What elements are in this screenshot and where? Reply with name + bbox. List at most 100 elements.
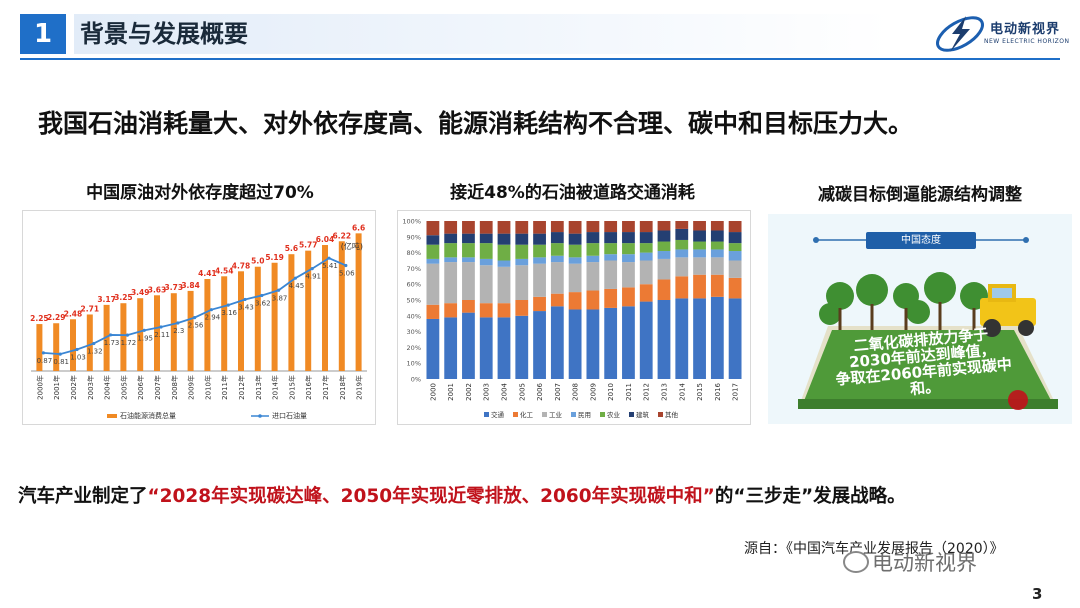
- bar-oil-consumption: [221, 276, 228, 371]
- legend-swatch: [600, 412, 605, 417]
- x-tick-label: 2015: [696, 383, 704, 401]
- x-tick-label: 2010年: [203, 375, 212, 400]
- carbon-target-picture: [798, 232, 1058, 410]
- x-tick-label: 2004: [501, 382, 509, 400]
- stacked-bar-segment: [497, 233, 511, 245]
- stacked-bar-segment: [462, 221, 475, 234]
- bar-data-label: 4.41: [198, 269, 217, 278]
- stacked-bar-segment: [515, 221, 529, 234]
- stacked-bar-segment: [728, 243, 742, 252]
- stacked-bar-segment: [728, 277, 742, 299]
- x-tick-label: 2000年: [35, 375, 44, 400]
- y-tick-label: 90%: [407, 233, 421, 241]
- line-point: [125, 333, 129, 337]
- strategy-part3: 的“三步走”发展战略。: [714, 486, 906, 507]
- line-data-label: 2.3: [173, 327, 184, 335]
- y-tick-label: 0%: [411, 376, 421, 384]
- legend-swatch: [484, 412, 489, 417]
- stacked-bar-segment: [675, 221, 689, 229]
- stacked-bar-segment: [675, 228, 689, 240]
- legend-label: 工业: [549, 410, 563, 419]
- stacked-bar-segment: [479, 243, 493, 259]
- stacked-bar-segment: [693, 230, 706, 242]
- bar-data-label: 2.25: [30, 314, 49, 323]
- x-tick-label: 2012年: [237, 375, 246, 400]
- stacked-bar-segment: [497, 221, 511, 234]
- line-data-label: 3.62: [255, 299, 271, 307]
- stacked-bar-segment: [604, 232, 618, 244]
- stacked-bar-segment: [515, 265, 529, 300]
- stacked-bar-segment: [710, 241, 724, 250]
- stacked-bar-segment: [550, 255, 564, 263]
- x-tick-label: 2011: [625, 383, 633, 401]
- stacked-bar-segment: [639, 252, 653, 261]
- stacked-bar-segment: [515, 258, 529, 266]
- stacked-bar-segment: [462, 262, 475, 300]
- stacked-bar-segment: [622, 306, 635, 379]
- stacked-bar-segment: [444, 257, 458, 263]
- y-tick-label: 10%: [407, 360, 421, 368]
- strategy-statement: 汽车产业制定了“2028年实现碳达峰、2050年实现近零排放、2060年实现碳中…: [18, 482, 1078, 508]
- stacked-bar-segment: [533, 311, 546, 379]
- stacked-bar-segment: [444, 233, 458, 244]
- bar-oil-consumption: [271, 262, 278, 371]
- x-tick-label: 2010: [607, 383, 615, 401]
- stacked-bar-segment: [622, 221, 635, 233]
- x-tick-label: 2001年: [52, 375, 61, 400]
- legend-label-import: 进口石油量: [272, 411, 307, 420]
- stacked-bar-segment: [533, 263, 546, 297]
- line-data-label: 3.16: [221, 309, 237, 317]
- panel1-title: 中国原油对外依存度超过70%: [86, 183, 314, 203]
- stacked-bar-segment: [675, 257, 689, 277]
- x-tick-label: 2014: [678, 382, 686, 400]
- stacked-bar-segment: [515, 315, 529, 379]
- stacked-bar-segment: [550, 306, 564, 379]
- logo-text: 电动新视界: [990, 22, 1061, 37]
- stacked-bar-segment: [728, 251, 742, 261]
- stacked-bar-segment: [426, 235, 440, 245]
- x-tick-label: 2006: [536, 382, 544, 400]
- x-tick-label: 2016年: [304, 375, 313, 400]
- stacked-bar-segment: [426, 244, 440, 259]
- x-tick-label: 2015年: [287, 375, 296, 400]
- stacked-bar-segment: [693, 274, 706, 299]
- x-tick-label: 2000: [429, 383, 437, 401]
- stacked-bar-segment: [710, 230, 724, 242]
- bar-data-label: 5.77: [299, 241, 318, 250]
- stacked-bar-segment: [657, 300, 671, 379]
- bar-data-label: 5.19: [265, 253, 284, 262]
- stacked-bar-segment: [586, 243, 600, 256]
- line-data-label: 1.72: [121, 339, 137, 347]
- line-data-label: 1.03: [70, 354, 86, 362]
- x-tick-label: 2004年: [103, 375, 112, 400]
- china-attitude-banner: 中国态度: [901, 235, 941, 246]
- x-tick-label: 2013年: [254, 375, 263, 400]
- line-point: [142, 328, 146, 332]
- line-point: [344, 263, 348, 268]
- section-number: 1: [20, 14, 66, 54]
- stacked-bar-segment: [693, 221, 706, 231]
- stacked-bar-segment: [497, 317, 511, 379]
- x-tick-label: 2017: [732, 383, 740, 401]
- y-tick-label: 20%: [407, 344, 421, 352]
- bar-data-label: 6.6: [352, 223, 365, 232]
- bar-oil-consumption: [254, 266, 261, 371]
- line-point: [327, 256, 331, 260]
- stacked-bar-segment: [622, 254, 635, 263]
- stacked-bar-segment: [604, 260, 618, 289]
- stacked-bar-segment: [693, 241, 706, 250]
- stacked-bar-segment: [479, 233, 493, 244]
- stacked-bar-segment: [462, 243, 475, 258]
- bar-data-label: 6.04: [316, 235, 335, 244]
- stacked-bar-segment: [604, 288, 618, 308]
- y-tick-label: 70%: [407, 265, 421, 273]
- stacked-bar-segment: [639, 221, 653, 233]
- legend-marker-import: [258, 414, 262, 418]
- headline: 我国石油消耗量大、对外依存度高、能源消耗结构不合理、碳中和目标压力大。: [38, 109, 914, 138]
- x-tick-label: 2003: [483, 383, 491, 401]
- bar-data-label: 2.48: [64, 309, 83, 318]
- line-data-label: 4.91: [305, 273, 321, 281]
- x-tick-label: 2006年: [136, 375, 145, 400]
- stacked-bar-segment: [710, 257, 724, 275]
- stacked-bar-segment: [728, 232, 742, 244]
